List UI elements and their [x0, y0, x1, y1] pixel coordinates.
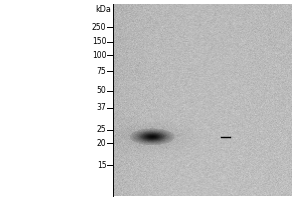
Text: 37: 37	[97, 103, 106, 112]
Text: kDa: kDa	[95, 4, 111, 14]
Text: 50: 50	[97, 86, 106, 95]
Text: 25: 25	[97, 125, 106, 134]
Text: 250: 250	[92, 22, 106, 31]
Text: 75: 75	[97, 66, 106, 75]
Text: 20: 20	[97, 138, 106, 148]
Text: 15: 15	[97, 160, 106, 170]
Text: 100: 100	[92, 50, 106, 60]
Text: 150: 150	[92, 38, 106, 46]
